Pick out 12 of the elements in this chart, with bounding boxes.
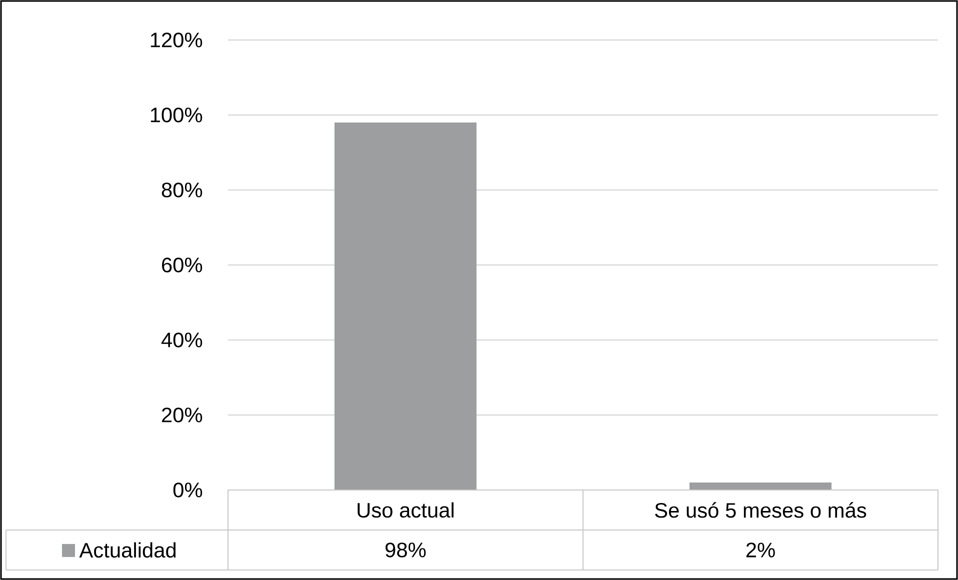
y-tick-label: 20% <box>162 408 202 422</box>
x-tick-label: Se usó 5 meses o más <box>655 502 866 518</box>
y-tick-label: 60% <box>162 258 202 272</box>
x-tick-label: Uso actual <box>358 502 454 518</box>
y-tick-label: 40% <box>161 332 202 348</box>
y-tick-label: 120% <box>150 32 202 48</box>
data-label: 2% <box>746 542 775 558</box>
legend-label: Actualidad <box>79 542 176 558</box>
y-tick-label: 80% <box>162 182 202 198</box>
y-tick-label: 0% <box>173 482 202 498</box>
y-tick-label: 100% <box>150 108 202 122</box>
data-label: 98% <box>386 542 426 558</box>
